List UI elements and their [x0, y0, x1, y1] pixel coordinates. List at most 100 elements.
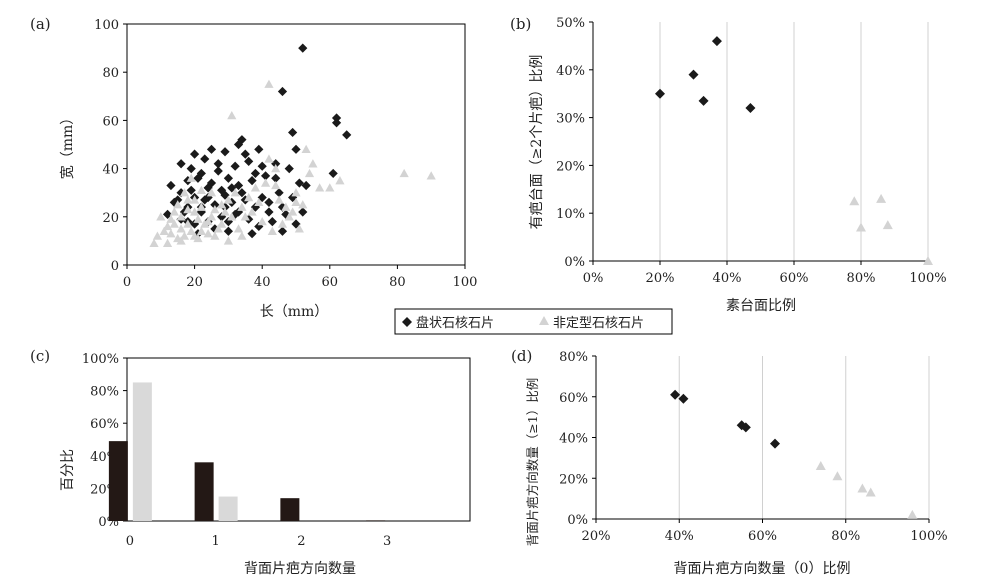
panel-a-point-irregular [399, 168, 409, 178]
panel-a-point-irregular [166, 214, 176, 223]
panel-b-y-tick-label: 20% [556, 159, 585, 174]
panel-a-point-irregular [217, 219, 227, 228]
panel-b-x-tick-label: 40% [713, 271, 742, 286]
panel-a-point-irregular [176, 236, 186, 245]
panel-b-point-irregular [849, 196, 860, 206]
panel-c-ylabel: 百分比 [60, 449, 76, 491]
panel-d-y-tick-label: 80% [559, 350, 588, 365]
panel-a-point-irregular [271, 180, 281, 190]
panel-a-point-disc [260, 171, 271, 181]
panel-b-y-tick-label: 0% [564, 255, 585, 270]
panel-a-point-irregular [271, 164, 281, 173]
panel-c-x-tick-label: 1 [211, 534, 219, 549]
panel-c-bar-irregular [218, 496, 238, 521]
panel-a-ylabel: 宽（mm） [59, 111, 76, 180]
panel-a-x-tick-label: 40 [254, 275, 271, 290]
panel-d-point-disc [670, 389, 681, 400]
panel-c-y-tick-label: 60% [90, 417, 119, 432]
panel-a-point-irregular [254, 197, 264, 207]
panel-a-point-irregular [213, 224, 223, 233]
panel-a-point-irregular [227, 110, 237, 120]
panel-a-point-irregular [274, 195, 284, 204]
panel-a-point-irregular [230, 188, 240, 197]
panel-d-y-tick-label: 20% [559, 472, 588, 487]
panel-a-point-irregular [247, 207, 257, 216]
panel-a-point-irregular [179, 188, 190, 197]
panel-b-y-tick-label: 30% [556, 112, 585, 127]
panel-a-point-disc [264, 197, 274, 207]
panel-d-point-irregular [815, 461, 826, 471]
panel-a-point-disc [213, 159, 223, 169]
panel-a-point-irregular [335, 176, 345, 185]
panel-a-point-irregular [196, 226, 206, 235]
panel-a-point-irregular [176, 224, 186, 233]
panel-a-point-irregular [206, 212, 217, 221]
panel-c-bar-irregular [132, 382, 152, 521]
panel-a-point-irregular [308, 159, 318, 168]
panel-a-x-tick-label: 0 [123, 275, 131, 290]
panel-a-point-irregular [260, 178, 271, 187]
panel-c-y-tick-label: 100% [82, 352, 119, 367]
panel-a-y-tick-label: 40 [102, 163, 119, 178]
panel-a-point-disc [264, 207, 274, 217]
panel-a-point-disc [298, 207, 308, 217]
panel-c-bar-disc [194, 462, 214, 521]
panel-c-bar-disc [280, 498, 300, 521]
panel-a-point-irregular [169, 207, 179, 216]
panel-a-point-disc [277, 226, 288, 236]
panel-a-point-irregular [166, 229, 176, 238]
panel-b: (b) 0% 20% 40% 60% 80% 100%0%10%20%30%40%50% … [510, 15, 947, 314]
panel-a-point-disc [186, 164, 196, 174]
panel-a-point-irregular [176, 212, 186, 221]
panel-a-point-irregular [183, 219, 193, 228]
panel-a-point-irregular [298, 200, 308, 209]
panel-a-point-irregular [159, 226, 169, 235]
panel-a-point-irregular [162, 238, 173, 247]
panel-d-label: (d) [511, 347, 532, 365]
panel-a-point-disc [281, 209, 291, 219]
panel-a-point-irregular [325, 183, 335, 192]
panel-a-point-disc [284, 164, 294, 174]
panel-a-point-disc [233, 139, 244, 150]
panel-d-plot: 20% 40% 60% 80% 100%0%20%40%60%80% [559, 350, 947, 544]
panel-a-point-disc [274, 188, 284, 198]
panel-a-point-disc [267, 217, 277, 227]
panel-d: (d) 20% 40% 60% 80% 100%0%20%40%60%80% 背面片疤方… [511, 347, 948, 577]
panel-c-x-tick-label: 3 [383, 534, 391, 549]
panel-a-point-irregular [288, 207, 298, 216]
panel-a-y-tick-label: 20 [102, 211, 119, 226]
panel-a-point-irregular [162, 221, 173, 231]
panel-a-x-tick-label: 80 [389, 275, 406, 290]
panel-a-point-irregular [186, 226, 196, 235]
panel-c-xlabel: 背面片疤方向数量 [244, 561, 356, 577]
panel-a-point-disc [206, 144, 217, 154]
panel-a-point-irregular [277, 219, 288, 228]
panel-a-point-disc [328, 168, 338, 179]
panel-a-point-disc [254, 144, 264, 154]
panel-d-x-tick-label: 20% [582, 529, 611, 544]
panel-a-xlabel: 长（mm） [260, 304, 329, 320]
panel-a-point-disc [210, 200, 220, 210]
panel-a-point-irregular [257, 217, 267, 226]
panel-a-point-disc [247, 229, 257, 239]
panel-a-point-irregular [217, 200, 227, 209]
panel-a-point-irregular [264, 79, 274, 88]
panel-a-frame [126, 23, 466, 266]
panel-a-point-disc [186, 185, 196, 195]
panel-a-point-disc [342, 130, 352, 140]
panel-a-point-irregular [149, 238, 159, 247]
panel-a-point-irregular [193, 214, 203, 223]
panel-b-point-irregular [882, 220, 893, 230]
panel-c: (c) 0%20%40%60%80%100%0 1 2 3 背面片疤方向数量 百分比 [30, 347, 471, 577]
panel-b-x-tick-label: 20% [646, 271, 675, 286]
panel-b-y-tick-label: 50% [556, 16, 585, 31]
panel-a-point-irregular [203, 217, 213, 226]
panel-a-point-irregular [186, 173, 196, 182]
panel-b-plot: 0% 20% 40% 60% 80% 100% 0% 10% 20% 30% 40% 50% [556, 16, 946, 286]
panel-a-point-irregular [291, 188, 301, 197]
panel-a-point-irregular [294, 224, 304, 233]
panel-b-x-tick-label: 100% [909, 271, 946, 286]
panel-d-x-tick-label: 60% [748, 529, 777, 544]
panel-a-point-disc [247, 176, 257, 186]
